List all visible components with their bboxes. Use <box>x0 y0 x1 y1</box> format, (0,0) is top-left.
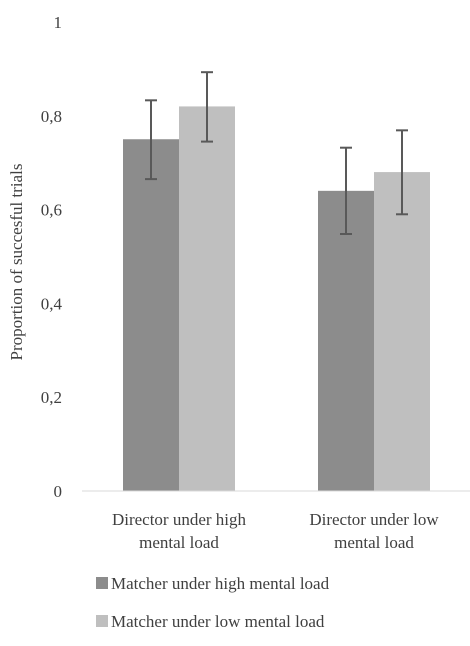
x-category-label: Director under low <box>309 510 439 529</box>
legend-swatch <box>96 577 108 589</box>
x-category-label: mental load <box>139 533 219 552</box>
x-axis-category-labels: Director under high mental load Director u… <box>112 510 439 552</box>
y-tick-label: 1 <box>54 13 63 32</box>
legend-swatch <box>96 615 108 627</box>
y-tick-label: 0,8 <box>41 107 62 126</box>
y-axis-label-group: Proportion of succesful trials <box>7 164 26 361</box>
x-category-label: mental load <box>334 533 414 552</box>
legend-label: Matcher under low mental load <box>111 612 325 631</box>
bar <box>318 190 374 491</box>
y-tick-label: 0 <box>54 482 63 501</box>
legend: Matcher under high mental load Matcher un… <box>96 574 330 631</box>
y-tick-label: 0,6 <box>41 201 62 220</box>
y-axis-label: Proportion of succesful trials <box>7 164 26 361</box>
y-axis-ticks: 0 0,2 0,4 0,6 0,8 1 <box>41 13 63 501</box>
error-bars <box>145 71 408 235</box>
y-tick-label: 0,2 <box>41 388 62 407</box>
legend-label: Matcher under high mental load <box>111 574 330 593</box>
y-tick-label: 0,4 <box>41 294 63 313</box>
bars <box>123 106 430 492</box>
x-category-label: Director under high <box>112 510 247 529</box>
bar <box>374 172 430 491</box>
bar <box>123 139 179 491</box>
bar <box>179 106 235 492</box>
